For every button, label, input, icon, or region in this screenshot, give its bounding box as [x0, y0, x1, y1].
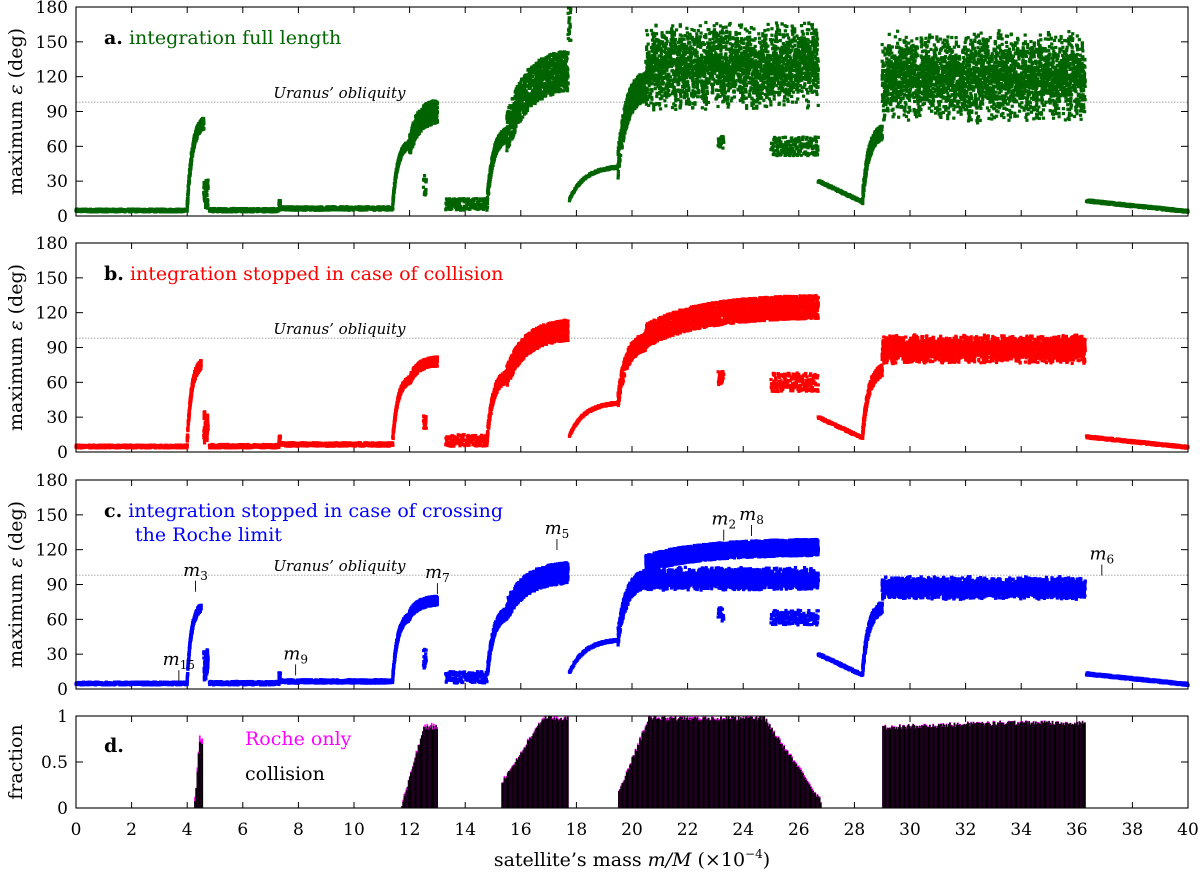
data-point — [206, 199, 209, 202]
data-point — [279, 199, 282, 202]
data-point — [392, 195, 395, 198]
data-point — [188, 179, 191, 182]
panel-a: 0 30 60 90 120 150 180 maximum ε (deg) Uranus’ o… — [5, 0, 1190, 227]
data-point — [206, 187, 209, 190]
y-axis-label: maximum ε (deg) — [5, 28, 27, 195]
y-tick-label: 0 — [57, 207, 68, 227]
y-tick-label: 60 — [46, 137, 68, 157]
data-point — [187, 187, 190, 190]
data-point — [190, 159, 193, 162]
data-point — [191, 154, 194, 157]
data-point — [206, 179, 209, 182]
y-tick-label: 180 — [36, 0, 68, 18]
reference-line-label: Uranus’ obliquity — [273, 84, 406, 102]
data-point — [205, 194, 208, 197]
data-point — [391, 203, 394, 206]
data-point — [189, 171, 192, 174]
data-point — [186, 199, 189, 202]
data-point — [202, 122, 205, 125]
data-point — [202, 117, 205, 120]
data-point — [394, 180, 397, 183]
y-tick-label: 30 — [46, 172, 68, 192]
data-point — [186, 205, 189, 208]
data-point — [391, 207, 394, 210]
data-point — [202, 127, 205, 130]
data-point — [186, 209, 189, 212]
y-tick-label: 90 — [46, 103, 68, 123]
y-tick-label: 150 — [36, 33, 68, 53]
y-tick-label: 120 — [36, 68, 68, 88]
figure: 0 30 60 90 120 150 180 maximum ε (deg) Uranus’ o… — [0, 0, 1200, 872]
